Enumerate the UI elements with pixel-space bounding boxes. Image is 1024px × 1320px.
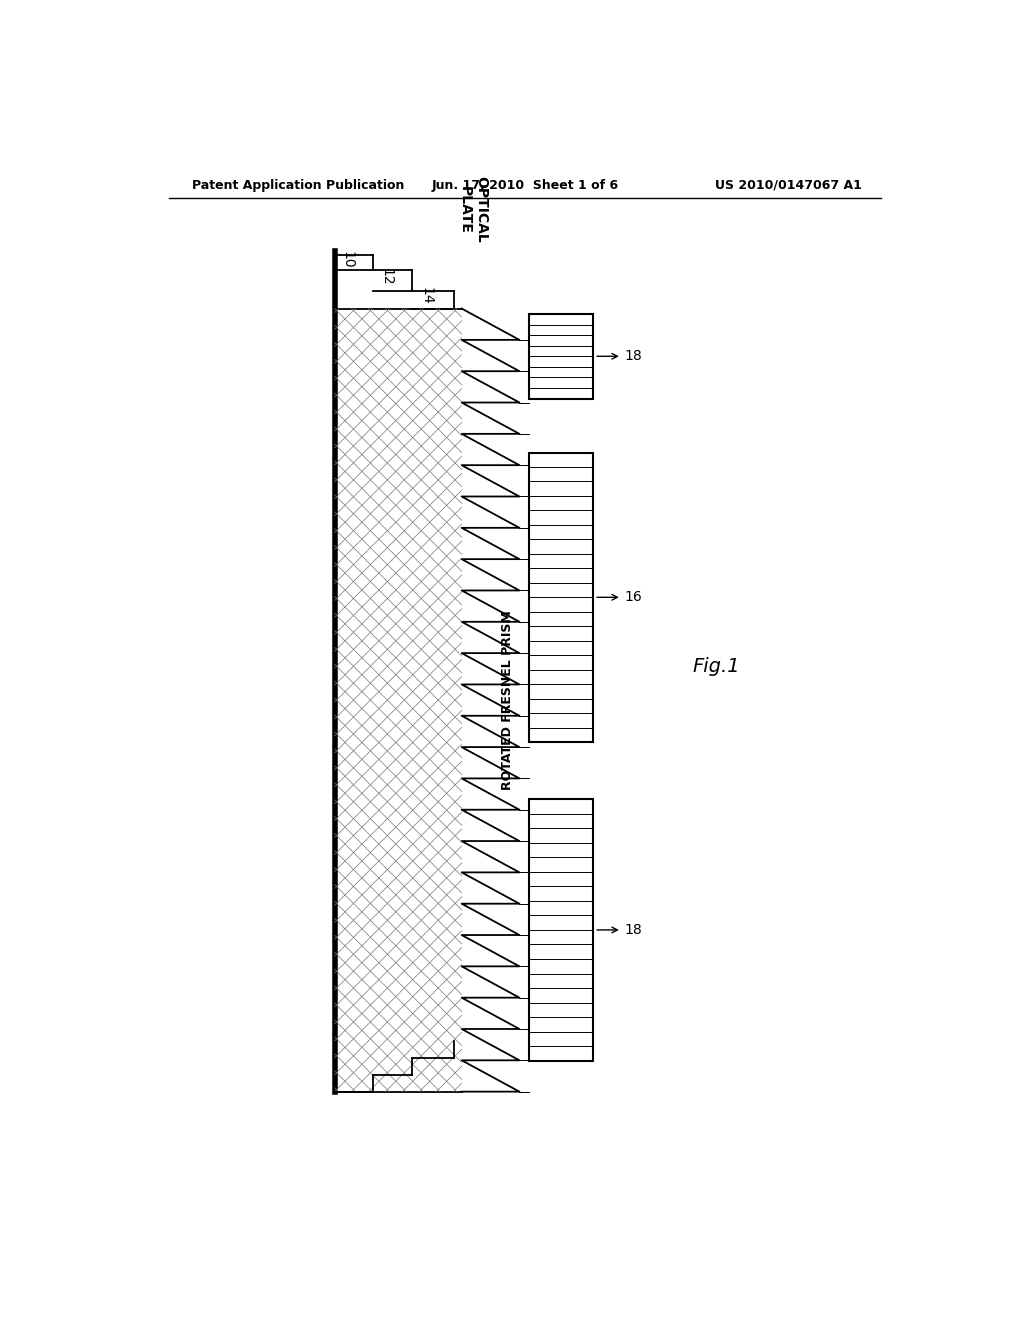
Text: 18: 18 <box>625 923 643 937</box>
Text: 10: 10 <box>341 251 354 269</box>
Text: ROTATED FRESNEL PRISM: ROTATED FRESNEL PRISM <box>502 610 514 789</box>
Text: Patent Application Publication: Patent Application Publication <box>193 178 404 191</box>
Text: 12: 12 <box>379 268 393 286</box>
Text: Fig.1: Fig.1 <box>692 657 740 676</box>
Text: US 2010/0147067 A1: US 2010/0147067 A1 <box>715 178 862 191</box>
Bar <box>529 314 593 399</box>
Text: OPTICAL
PLATE: OPTICAL PLATE <box>458 177 488 243</box>
Bar <box>529 453 593 742</box>
Text: 16: 16 <box>625 590 643 605</box>
Text: 14: 14 <box>419 286 433 305</box>
Bar <box>529 799 593 1061</box>
Text: 18: 18 <box>625 350 643 363</box>
Text: Jun. 17, 2010  Sheet 1 of 6: Jun. 17, 2010 Sheet 1 of 6 <box>431 178 618 191</box>
